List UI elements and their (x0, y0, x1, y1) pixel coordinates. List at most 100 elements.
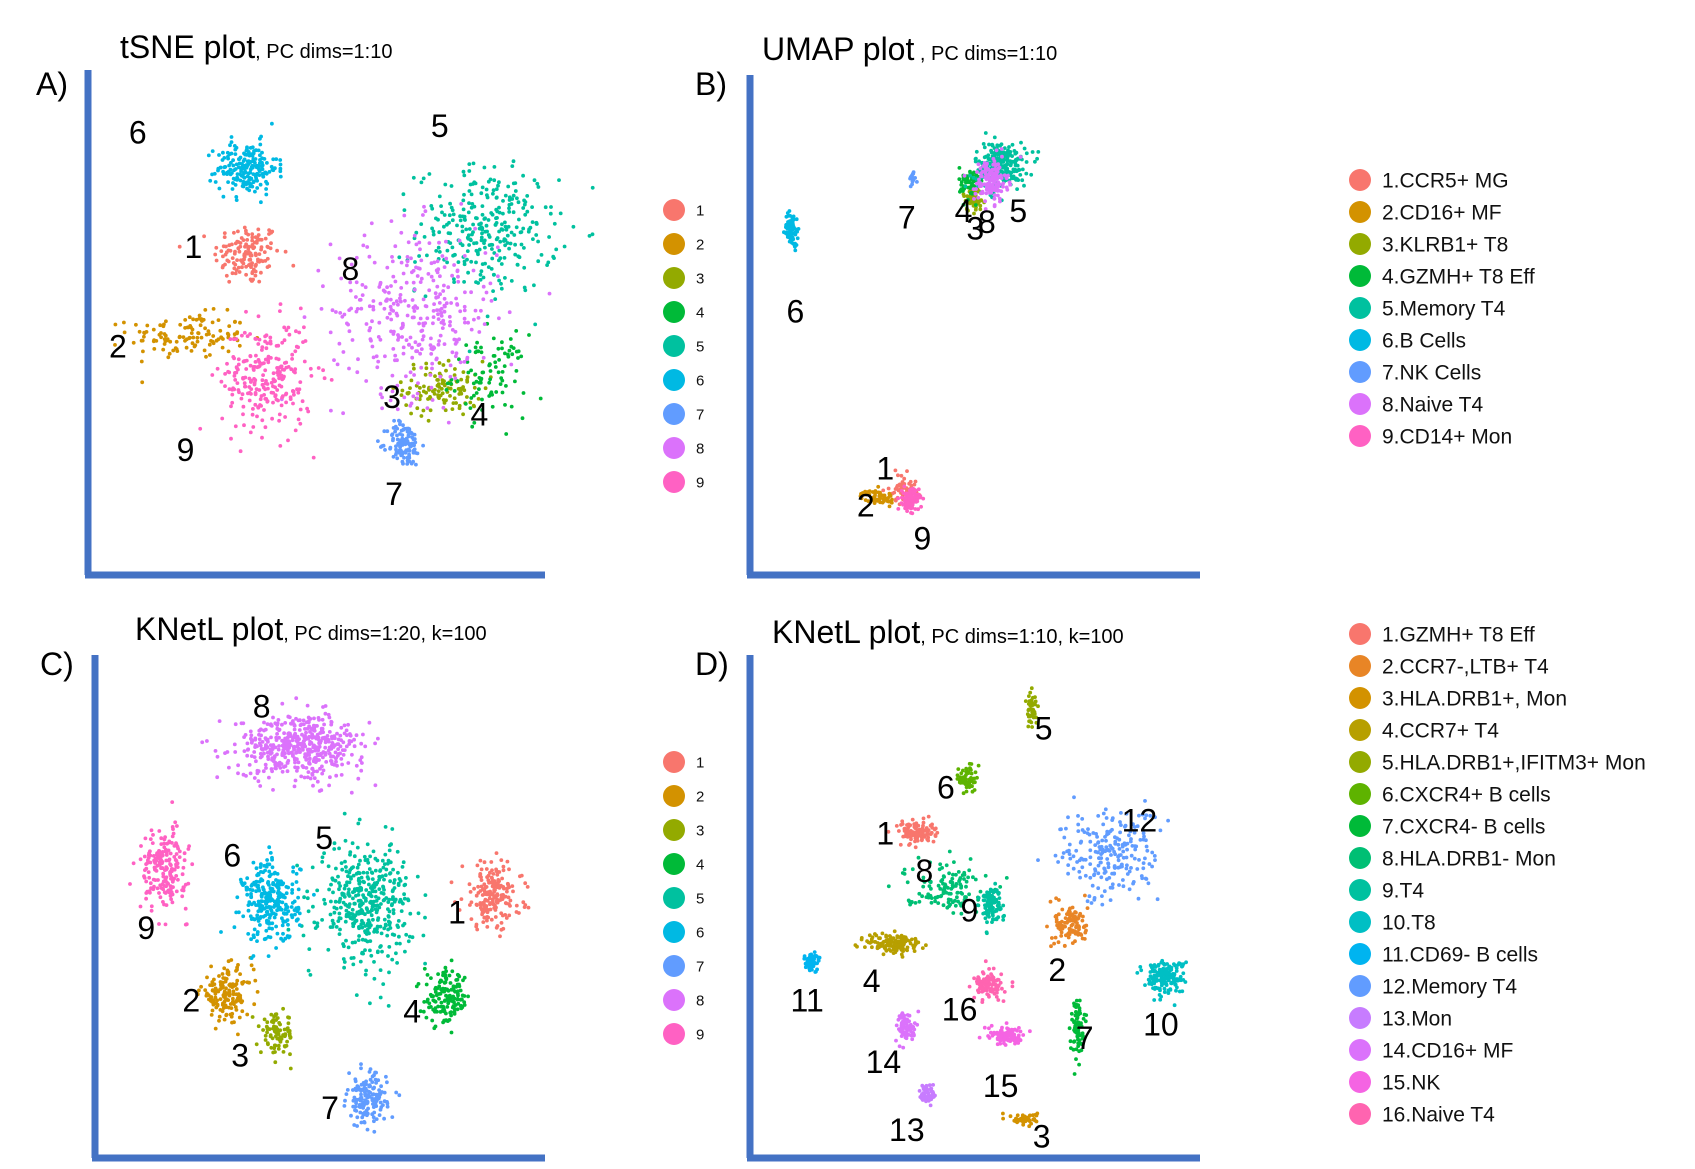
data-point (1008, 180, 1012, 184)
data-point (498, 240, 502, 244)
data-point (286, 769, 290, 773)
data-point (265, 161, 269, 165)
data-point (241, 883, 245, 887)
data-point (316, 780, 320, 784)
legend-swatch (1349, 425, 1371, 447)
data-point (467, 162, 471, 166)
data-point (215, 259, 219, 263)
data-point (230, 1012, 234, 1016)
data-point (964, 185, 968, 189)
data-point (996, 144, 1000, 148)
data-point (298, 380, 302, 384)
data-point (470, 917, 474, 921)
data-point (188, 315, 192, 319)
data-point (499, 282, 503, 286)
data-point (291, 865, 295, 869)
data-point (427, 1006, 431, 1010)
data-point (1025, 151, 1029, 155)
data-point (976, 196, 980, 200)
data-point (372, 1130, 376, 1134)
data-point (311, 905, 315, 909)
data-point (163, 332, 167, 336)
data-point (264, 728, 268, 732)
legend-swatch (663, 199, 685, 221)
data-point (221, 972, 225, 976)
data-point (251, 407, 255, 411)
data-point (443, 981, 447, 985)
data-point (444, 369, 448, 373)
data-point (338, 912, 342, 916)
data-point (227, 983, 231, 987)
data-point (178, 850, 182, 854)
data-point (342, 350, 346, 354)
data-point (144, 867, 148, 871)
data-point (998, 183, 1002, 187)
data-point (219, 166, 223, 170)
data-point (178, 335, 182, 339)
data-point (493, 360, 497, 364)
data-point (334, 867, 338, 871)
data-point (359, 1062, 363, 1066)
data-point (220, 380, 224, 384)
data-point (256, 932, 260, 936)
data-point (247, 153, 251, 157)
data-point (204, 355, 208, 359)
data-point (377, 321, 381, 325)
panel-4: D)KNetL plot, PC dims=1:10, k=1001234567… (695, 614, 1646, 1158)
data-point (350, 917, 354, 921)
data-point (362, 871, 366, 875)
data-point (373, 977, 377, 981)
data-point (364, 1101, 368, 1105)
data-point (487, 381, 491, 385)
data-point (384, 873, 388, 877)
legend-swatch (663, 403, 685, 425)
data-point (253, 381, 257, 385)
data-point (259, 1050, 263, 1054)
data-point (420, 347, 424, 351)
data-point (442, 1019, 446, 1023)
legend-swatch (663, 471, 685, 493)
data-point (291, 882, 295, 886)
data-point (402, 892, 406, 896)
data-point (339, 726, 343, 730)
legend-swatch (663, 369, 685, 391)
data-point (490, 247, 494, 251)
data-point (993, 193, 997, 197)
data-point (998, 197, 1002, 201)
data-point (172, 832, 176, 836)
data-point (309, 973, 313, 977)
data-point (291, 264, 295, 268)
data-point (466, 375, 470, 379)
data-point (245, 876, 249, 880)
data-point (185, 346, 189, 350)
data-point (483, 262, 487, 266)
data-point (243, 381, 247, 385)
chart-subtitle: , PC dims=1:10 (914, 43, 1057, 65)
data-point (250, 754, 254, 758)
data-point (467, 169, 471, 173)
data-point (255, 866, 259, 870)
data-point (355, 733, 359, 737)
data-point (354, 894, 358, 898)
data-point (327, 888, 331, 892)
data-point (347, 1071, 351, 1075)
data-point (236, 763, 240, 767)
panel-label: A) (36, 66, 68, 102)
data-point (470, 202, 474, 206)
data-point (281, 770, 285, 774)
data-point (246, 233, 250, 237)
data-point (380, 932, 384, 936)
data-point (143, 876, 147, 880)
data-point (395, 942, 399, 946)
data-point (169, 852, 173, 856)
data-point (147, 856, 151, 860)
data-point (251, 413, 255, 417)
data-point (216, 169, 220, 173)
data-point (399, 293, 403, 297)
data-point (274, 762, 278, 766)
data-point (451, 328, 455, 332)
data-point (379, 1108, 383, 1112)
data-point (175, 340, 179, 344)
data-point (489, 860, 493, 864)
